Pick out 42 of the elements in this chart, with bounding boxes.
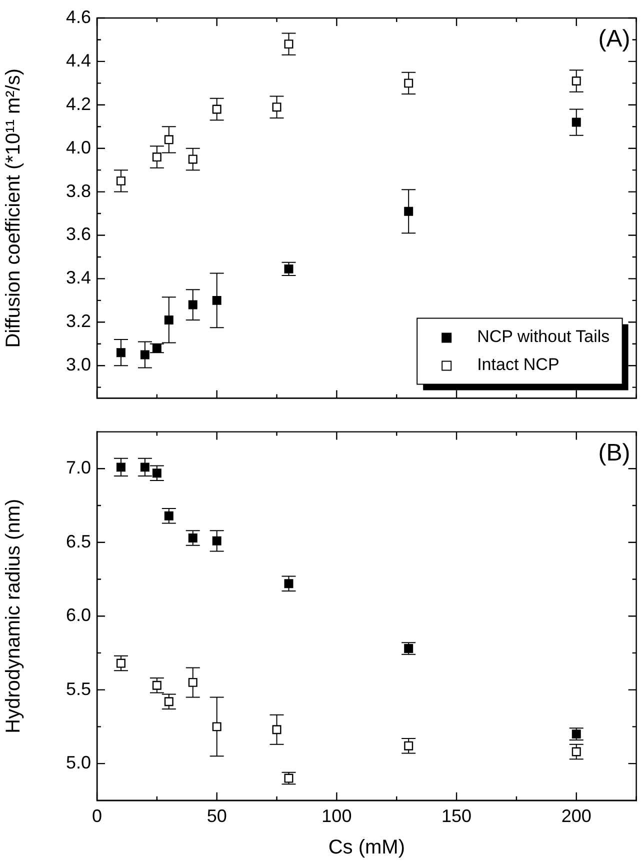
y-tick-label: 6.0 — [66, 605, 91, 626]
y-tick-label: 3.2 — [66, 311, 91, 332]
point — [116, 348, 126, 358]
y-tick-label: 7.0 — [66, 458, 91, 478]
legend-label: Intact NCP — [477, 354, 560, 374]
point — [116, 176, 126, 186]
y-tick-label: 3.4 — [66, 268, 91, 288]
y-tick-label: 6.5 — [66, 531, 91, 552]
point — [572, 118, 581, 127]
x-tick-label: 50 — [206, 806, 227, 826]
point — [284, 40, 294, 49]
point — [152, 152, 162, 162]
y-tick-label: 4.0 — [66, 137, 91, 158]
point — [404, 78, 414, 88]
point — [164, 316, 174, 324]
y-axis-title: Hydrodynamic radius (nm) — [2, 498, 25, 734]
y-tick-label: 5.5 — [66, 678, 91, 699]
annotation: (B) — [598, 439, 630, 466]
point — [212, 104, 222, 114]
legend-label: NCP without Tails — [477, 326, 610, 346]
point — [164, 135, 174, 144]
y-tick-label: 5.0 — [66, 752, 91, 773]
point — [188, 300, 198, 310]
y-axis-title: Diffusion coefficient (*10¹¹ m²/s) — [2, 68, 25, 348]
x-tick-label: 150 — [442, 806, 472, 826]
point — [188, 154, 198, 164]
y-tick-label: 4.2 — [66, 94, 91, 114]
annotation: (A) — [598, 26, 630, 53]
x-tick-label: 100 — [322, 806, 352, 826]
point — [272, 102, 282, 112]
y-tick-label: 4.4 — [66, 50, 91, 70]
point — [572, 76, 581, 86]
x-tick-label: 0 — [92, 806, 102, 826]
point — [404, 206, 414, 216]
x-tick-label: 200 — [561, 806, 592, 826]
y-tick-label: 4.6 — [66, 6, 91, 27]
y-tick-label: 3.0 — [66, 354, 91, 375]
x-axis-title: Cs (mM) — [328, 836, 405, 859]
point — [212, 296, 222, 305]
point — [140, 350, 150, 360]
y-tick-label: 3.6 — [66, 224, 91, 244]
y-tick-label: 3.8 — [66, 180, 91, 201]
